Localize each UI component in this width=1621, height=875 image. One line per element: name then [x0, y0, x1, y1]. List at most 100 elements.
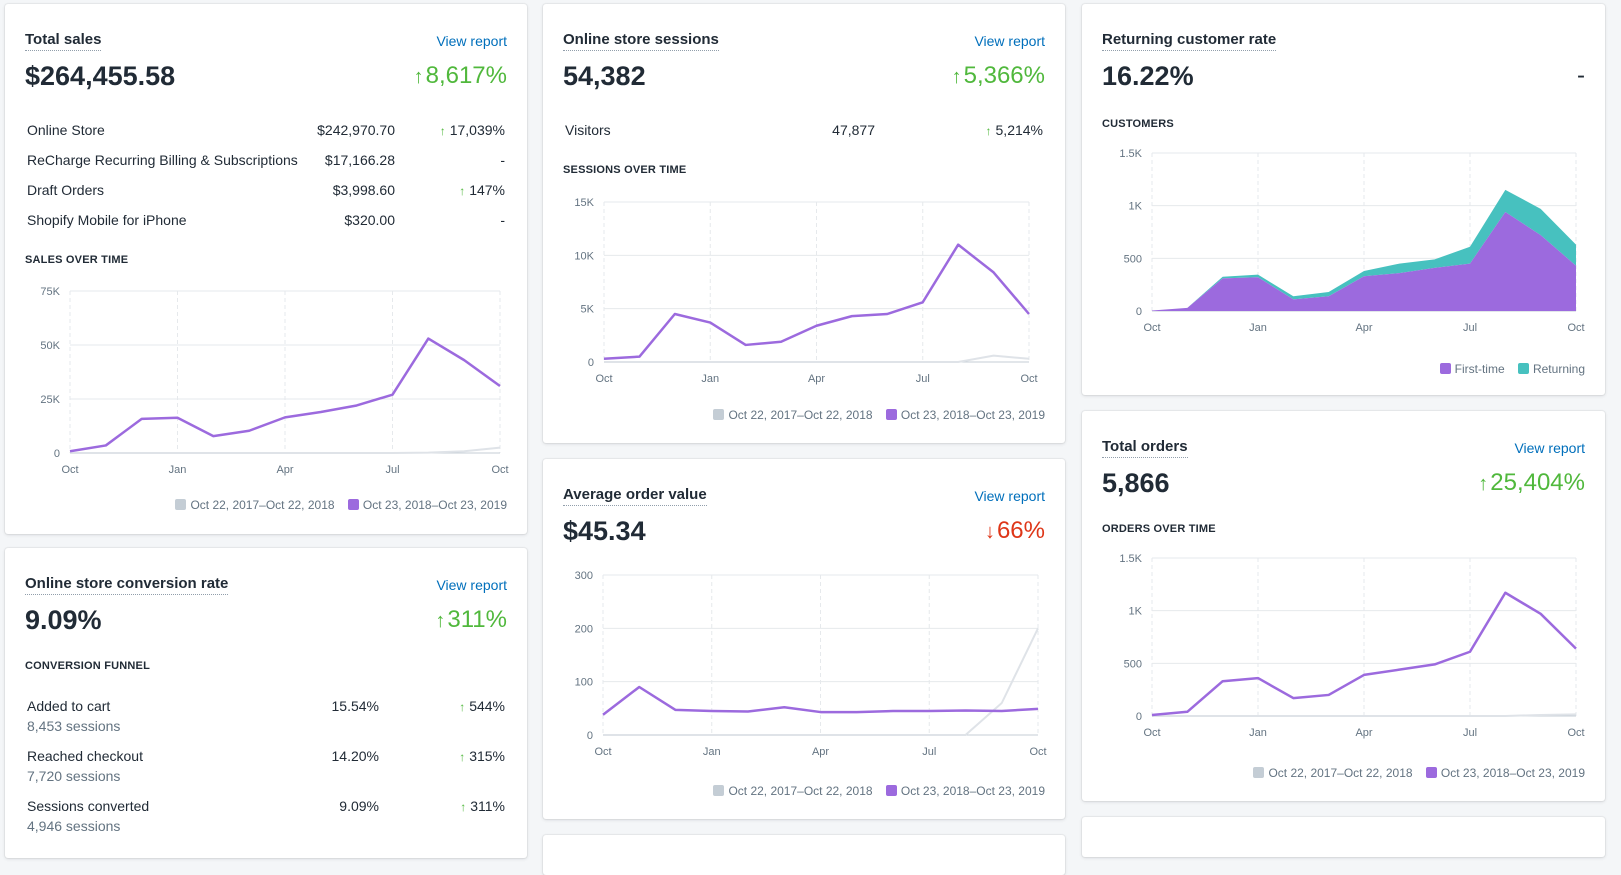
funnel-step-name: Reached checkout — [27, 748, 143, 764]
x-tick-label: Jan — [1249, 727, 1267, 739]
legend-swatch-current — [348, 499, 359, 510]
y-tick-label: 200 — [575, 623, 593, 635]
x-tick-label: Oct — [1029, 746, 1046, 758]
aov-chart-legend: Oct 22, 2017–Oct 22, 2018 Oct 23, 2018–O… — [703, 784, 1045, 798]
y-tick-label: 1K — [1129, 606, 1143, 618]
y-tick-label: 1.5K — [1119, 553, 1142, 565]
x-tick-label: Apr — [1355, 322, 1372, 334]
funnel-step-name: Sessions converted — [27, 798, 149, 814]
legend-swatch-current — [886, 785, 897, 796]
funnel-step-change: 311% — [470, 798, 505, 814]
legend-swatch-previous — [713, 409, 724, 420]
legend-current-label: Oct 23, 2018–Oct 23, 2019 — [901, 408, 1045, 422]
funnel-step-sessions: 7,720 sessions — [27, 768, 120, 784]
sales-over-time-chart: 0 25K 50K 75K Oct Jan Apr Jul Oct — [5, 4, 527, 534]
legend-current-label: Oct 23, 2018–Oct 23, 2019 — [901, 784, 1045, 798]
average-order-value-card: Average order value View report $45.34 ↓… — [543, 459, 1065, 819]
x-tick-label: Oct — [1567, 322, 1584, 334]
y-tick-label: 0 — [587, 730, 593, 742]
legend-swatch-current — [1426, 767, 1437, 778]
legend-previous-label: Oct 22, 2017–Oct 22, 2018 — [1268, 766, 1412, 780]
funnel-step-name: Added to cart — [27, 698, 110, 714]
conversion-rate-card: Online store conversion rate View report… — [5, 548, 527, 858]
funnel-step-rate: 9.09% — [339, 798, 379, 814]
y-tick-label: 0 — [54, 448, 60, 460]
x-tick-label: Oct — [594, 746, 611, 758]
y-tick-label: 500 — [1124, 658, 1142, 670]
x-tick-label: Jan — [169, 464, 187, 476]
y-tick-label: 0 — [1136, 711, 1142, 723]
legend-swatch-previous — [175, 499, 186, 510]
x-tick-label: Apr — [1355, 727, 1372, 739]
arrow-up-icon: ↑ — [460, 800, 466, 814]
x-tick-label: Jul — [1463, 322, 1477, 334]
conversion-change: ↑311% — [435, 604, 507, 637]
legend-previous-label: Oct 22, 2017–Oct 22, 2018 — [728, 784, 872, 798]
funnel-step-row: Added to cart 8,453 sessions 15.54% ↑ 544… — [27, 698, 505, 718]
legend-swatch-previous — [713, 785, 724, 796]
orders-chart-legend: Oct 22, 2017–Oct 22, 2018 Oct 23, 2018–O… — [1243, 766, 1585, 780]
x-tick-label: Oct — [1567, 727, 1584, 739]
sessions-over-time-chart: 05K10K15KOct Jan Apr Jul Oct — [543, 4, 1065, 443]
next-card-partial — [1082, 817, 1605, 857]
y-tick-label: 1.5K — [1119, 148, 1142, 160]
legend-current-label: Oct 23, 2018–Oct 23, 2019 — [363, 498, 507, 512]
total-orders-card: Total orders View report 5,866 ↑25,404% … — [1082, 411, 1605, 801]
legend-previous-label: Oct 22, 2017–Oct 22, 2018 — [190, 498, 334, 512]
arrow-up-icon: ↑ — [459, 700, 465, 714]
funnel-step-change: 315% — [469, 748, 505, 764]
x-tick-label: Apr — [808, 373, 825, 385]
y-tick-label: 25K — [40, 394, 60, 406]
conversion-rate-value: 9.09% — [25, 604, 102, 636]
y-tick-label: 1K — [1129, 201, 1143, 213]
funnel-step-sessions: 4,946 sessions — [27, 818, 120, 834]
funnel-step-row: Sessions converted 4,946 sessions 9.09% … — [27, 798, 505, 818]
y-tick-label: 15K — [574, 197, 594, 209]
x-tick-label: Jan — [1249, 322, 1267, 334]
y-tick-label: 5K — [581, 304, 595, 316]
legend-swatch-returning — [1518, 363, 1529, 374]
y-tick-label: 75K — [40, 286, 60, 298]
conversion-rate-title[interactable]: Online store conversion rate — [25, 575, 228, 595]
x-tick-label: Apr — [276, 464, 293, 476]
legend-returning-label: Returning — [1533, 362, 1585, 376]
x-tick-label: Jul — [385, 464, 399, 476]
x-tick-label: Oct — [1020, 373, 1037, 385]
next-card-partial — [543, 835, 1065, 875]
y-tick-label: 50K — [40, 340, 60, 352]
y-tick-label: 10K — [574, 250, 594, 262]
funnel-step-sessions: 8,453 sessions — [27, 718, 120, 734]
x-tick-label: Oct — [491, 464, 508, 476]
legend-swatch-previous — [1253, 767, 1264, 778]
total-sales-card: Total sales View report $264,455.58 ↑8,6… — [5, 4, 527, 534]
conversion-funnel-label: CONVERSION FUNNEL — [25, 660, 150, 672]
sessions-chart-legend: Oct 22, 2017–Oct 22, 2018 Oct 23, 2018–O… — [703, 408, 1045, 422]
y-tick-label: 300 — [575, 570, 593, 582]
y-tick-label: 0 — [1136, 306, 1142, 318]
x-tick-label: Jan — [703, 746, 721, 758]
conversion-change-value: 311% — [447, 606, 507, 633]
funnel-step-change: 544% — [469, 698, 505, 714]
legend-swatch-first-time — [1440, 363, 1451, 374]
x-tick-label: Jul — [922, 746, 936, 758]
arrow-up-icon: ↑ — [435, 610, 445, 632]
x-tick-label: Jan — [701, 373, 719, 385]
x-tick-label: Oct — [1143, 322, 1160, 334]
x-tick-label: Oct — [1143, 727, 1160, 739]
aov-chart: 0100200300Oct Jan Apr Jul Oct — [543, 459, 1065, 819]
funnel-step-row: Reached checkout 7,720 sessions 14.20% ↑… — [27, 748, 505, 768]
x-tick-label: Oct — [61, 464, 78, 476]
arrow-up-icon: ↑ — [459, 750, 465, 764]
legend-previous-label: Oct 22, 2017–Oct 22, 2018 — [728, 408, 872, 422]
x-tick-label: Jul — [1463, 727, 1477, 739]
conversion-view-report-link[interactable]: View report — [436, 577, 507, 593]
online-store-sessions-card: Online store sessions View report 54,382… — [543, 4, 1065, 443]
returning-customer-rate-card: Returning customer rate 16.22% - CUSTOME… — [1082, 4, 1605, 395]
x-tick-label: Jul — [916, 373, 930, 385]
customers-chart: 0 500 1K 1.5K Oct Jan Apr Jul Oct — [1082, 4, 1605, 395]
y-tick-label: 0 — [588, 357, 594, 369]
y-tick-label: 500 — [1124, 253, 1142, 265]
legend-current-label: Oct 23, 2018–Oct 23, 2019 — [1441, 766, 1585, 780]
funnel-step-rate: 14.20% — [332, 748, 379, 764]
customers-chart-legend: First-time Returning — [1430, 362, 1585, 376]
